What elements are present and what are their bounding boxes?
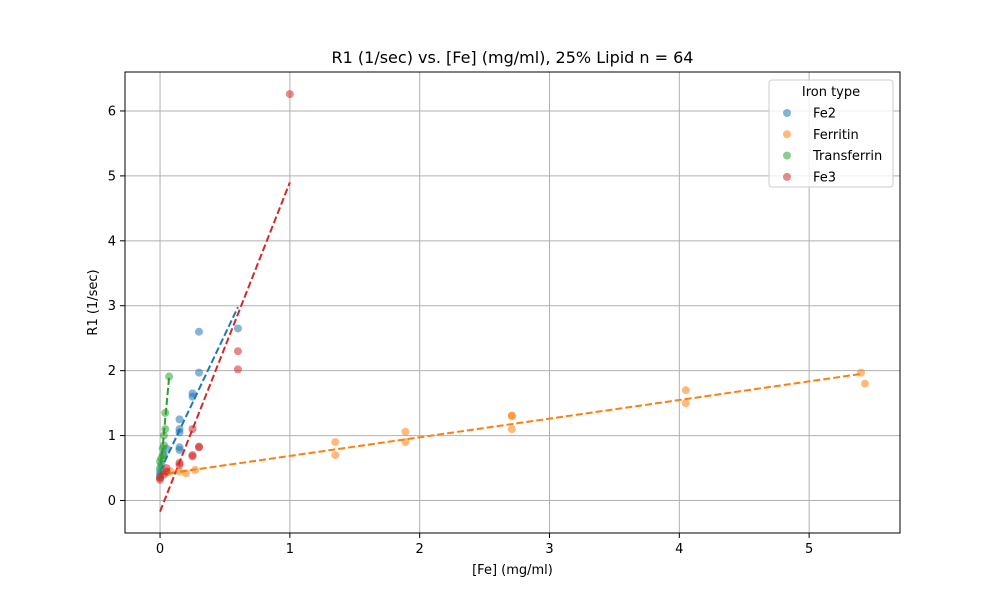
y-tick-label: 4 (108, 234, 116, 249)
point-transferrin (161, 408, 170, 417)
point-fe3 (233, 365, 242, 374)
legend-label-fe3: Fe3 (813, 170, 836, 185)
point-fe3 (194, 442, 203, 451)
point-ferritin (191, 466, 200, 475)
point-transferrin (159, 441, 168, 450)
point-ferritin (401, 438, 410, 447)
y-tick-label: 5 (108, 169, 116, 184)
point-fe2 (233, 324, 242, 333)
y-axis-label: R1 (1/sec) (86, 269, 101, 335)
point-fe2 (194, 368, 203, 377)
point-ferritin (507, 425, 516, 434)
y-tick-label: 3 (108, 299, 116, 314)
legend-marker-fe3 (783, 172, 791, 181)
point-ferritin (182, 469, 191, 478)
legend: Iron type Fe2 Ferritin Transferrin Fe3 (768, 79, 894, 188)
legend-marker-ferritin (783, 130, 791, 139)
point-fe3 (233, 347, 242, 356)
point-ferritin (507, 411, 516, 420)
data-points (156, 90, 869, 484)
point-transferrin (161, 425, 170, 434)
legend-label-ferritin: Ferritin (813, 128, 859, 143)
point-ferritin (860, 379, 869, 388)
point-transferrin (156, 464, 165, 473)
fit-line-ferritin (159, 372, 862, 476)
point-transferrin (159, 431, 168, 440)
legend-box (768, 79, 894, 188)
point-fe2 (175, 425, 184, 434)
point-fe2 (188, 389, 197, 398)
legend-label-transferrin: Transferrin (812, 149, 882, 164)
chart-title: R1 (1/sec) vs. [Fe] (mg/ml), 25% Lipid n… (332, 48, 694, 67)
legend-title: Iron type (802, 85, 860, 100)
point-transferrin (158, 451, 167, 460)
point-ferritin (401, 427, 410, 436)
x-tick-label: 4 (675, 542, 683, 557)
point-fe3 (285, 90, 294, 99)
x-tick-label: 1 (286, 542, 294, 557)
point-ferritin (331, 438, 340, 447)
x-axis-label: [Fe] (mg/ml) (472, 563, 553, 578)
x-tick-label: 3 (545, 542, 553, 557)
point-ferritin (681, 386, 690, 395)
legend-marker-transferrin (783, 151, 791, 160)
legend-label-fe2: Fe2 (813, 107, 836, 122)
point-fe2 (194, 327, 203, 336)
y-tick-label: 1 (108, 429, 116, 444)
point-fe3 (188, 451, 197, 460)
point-fe2 (175, 415, 184, 424)
point-fe3 (175, 458, 184, 467)
plot-frame (124, 71, 901, 534)
y-tick-label: 2 (108, 364, 116, 379)
x-tick-label: 5 (805, 542, 813, 557)
point-fe3 (162, 464, 171, 473)
point-fe3 (188, 425, 197, 434)
axis-ticks: 0 1 2 3 4 5 0 1 2 3 4 5 6 (108, 104, 814, 557)
point-ferritin (331, 451, 340, 460)
point-transferrin (165, 372, 174, 381)
fit-lines (159, 182, 862, 512)
y-tick-label: 6 (108, 104, 116, 119)
point-fe2 (175, 443, 184, 452)
fit-line-fe3 (159, 182, 291, 512)
point-ferritin (175, 467, 184, 476)
legend-marker-fe2 (783, 109, 791, 117)
point-ferritin (681, 399, 690, 408)
x-tick-label: 2 (416, 542, 424, 557)
y-tick-label: 0 (108, 494, 116, 509)
point-ferritin (857, 368, 866, 377)
fit-line-fe2 (159, 306, 239, 472)
x-tick-label: 0 (156, 542, 164, 557)
